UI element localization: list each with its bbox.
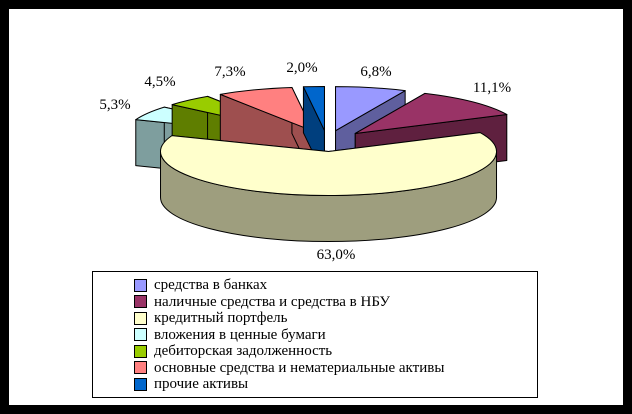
pie-slice-top: [354, 92, 508, 134]
percent-label-6: 2,0%: [286, 60, 317, 76]
pie-slice-top: [302, 85, 325, 131]
legend-swatch: [134, 377, 147, 391]
legend-label: средства в банках: [154, 277, 268, 294]
legend-swatch: [134, 361, 147, 375]
percent-label-1: 11,1%: [473, 80, 511, 96]
percent-label-0: 6,8%: [360, 64, 391, 80]
legend-swatch: [134, 311, 147, 325]
legend-label: наличные средства и средства в НБУ: [154, 293, 391, 310]
legend-label: кредитный портфель: [154, 310, 288, 327]
legend-swatch: [134, 344, 147, 358]
legend-swatch: [134, 295, 147, 309]
legend-label: вложения в ценные бумаги: [154, 326, 326, 343]
legend-swatch: [134, 278, 147, 292]
legend-item: наличные средства и средства в НБУ: [134, 294, 537, 311]
legend-swatch: [134, 328, 147, 342]
percent-label-5: 7,3%: [214, 64, 245, 80]
pie-slice-top: [335, 86, 406, 132]
percent-label-4: 4,5%: [144, 74, 175, 90]
legend-item: вложения в ценные бумаги: [134, 327, 537, 344]
percent-label-3: 5,3%: [99, 97, 130, 113]
percent-label-2: 63,0%: [317, 247, 356, 263]
legend-label: основные средства и нематериальные актив…: [154, 359, 445, 376]
legend-box: средства в банках наличные средства и ср…: [92, 271, 538, 398]
legend-item: основные средства и нематериальные актив…: [134, 360, 537, 377]
legend-item: кредитный портфель: [134, 310, 537, 327]
pie-slice-2: [160, 132, 498, 243]
legend-label: дебиторская задолженность: [154, 343, 333, 360]
legend-item: дебиторская задолженность: [134, 343, 537, 360]
legend-item: прочие активы: [134, 376, 537, 393]
pie-chart: 6,8% 11,1% 5,3% 4,5% 7,3% 2,0% 63,0%: [99, 60, 511, 263]
legend-item: средства в банках: [134, 277, 537, 294]
pie-slice-top: [219, 86, 314, 132]
pie-slice-top: [160, 132, 498, 197]
chart-canvas: 6,8% 11,1% 5,3% 4,5% 7,3% 2,0% 63,0% средства …: [9, 9, 623, 405]
legend-label: прочие активы: [154, 376, 249, 393]
